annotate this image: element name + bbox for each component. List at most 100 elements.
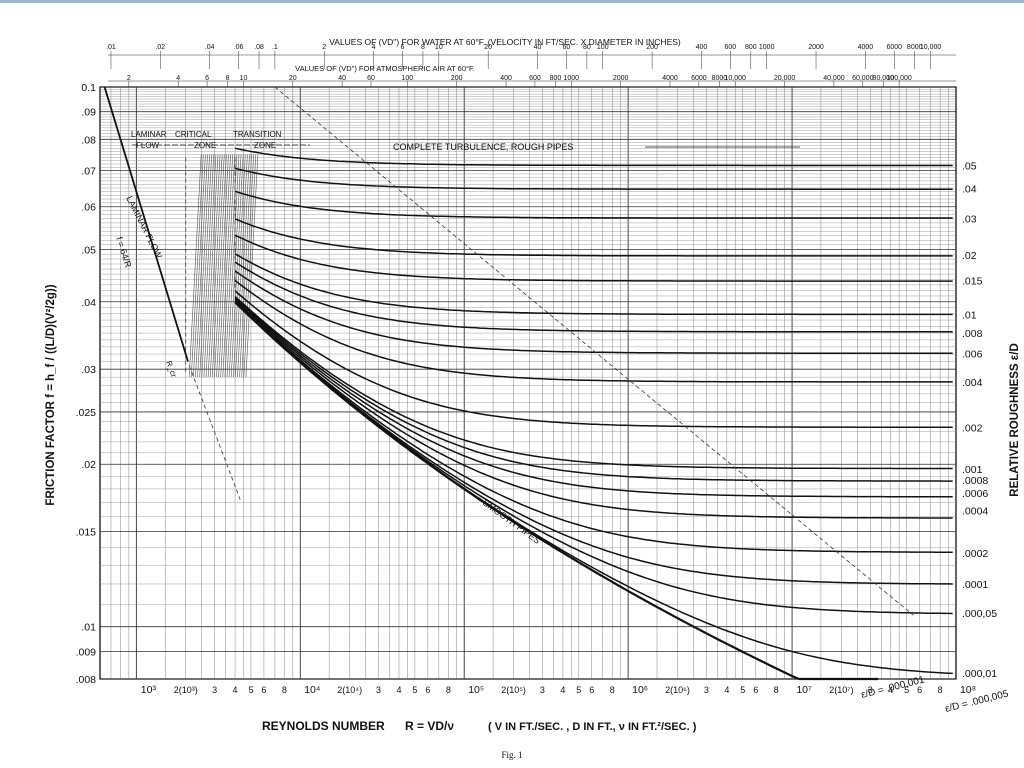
roughness-curve [234, 253, 953, 316]
y-tick-label: .09 [81, 107, 96, 119]
top-air-tick-label: 2000 [613, 75, 629, 82]
roughness-label: .02 [962, 250, 977, 262]
hatch-line [222, 154, 236, 378]
laminar-flow-annotation: LAMINAR FLOW [124, 194, 164, 260]
top-water-tick-label: 4 [372, 44, 376, 51]
roughness-label: .0002 [962, 548, 988, 560]
plot-frame [99, 86, 957, 680]
x-minor-tick-label: 8 [774, 685, 779, 695]
roughness-label: .0004 [962, 506, 988, 518]
top-water-tick-label: 8 [421, 44, 425, 51]
roughness-label: .001 [962, 464, 983, 476]
smooth-pipes-curve [234, 301, 878, 681]
roughness-curve [234, 301, 953, 585]
hatch-line [193, 154, 206, 378]
x-minor-tick-label: 8 [446, 685, 451, 695]
hatch-line [199, 154, 212, 378]
roughness-label: .000,01 [962, 668, 997, 680]
top-air-tick-label: 8000 [712, 75, 728, 82]
laminar-extension-dash [188, 365, 241, 500]
x-minor-tick-label: 3 [868, 685, 873, 695]
roughness-curve [234, 218, 953, 257]
roughness-curve [234, 290, 953, 428]
top-water-tick-label: 20 [484, 44, 492, 51]
hatch-line [190, 154, 204, 378]
x-minor-tick-label: 4 [888, 685, 893, 695]
top-air-tick-label: 10 [240, 75, 248, 82]
x-minor-tick-label: 5 [740, 685, 745, 695]
window-top-bar [0, 0, 1024, 3]
top-air-tick-label: 60,000 [852, 75, 874, 82]
top-water-tick-label: 2000 [808, 44, 824, 51]
top-axis-title-air: VALUES OF (VD") FOR ATMOSPHERIC AIR AT 6… [295, 64, 475, 73]
x-minor-tick-label: 5 [412, 685, 417, 695]
y-tick-label: .015 [76, 527, 97, 539]
roughness-label: .0001 [962, 579, 988, 591]
x-tick-label: 10⁵ [468, 684, 484, 696]
roughness-curve [234, 147, 953, 167]
roughness-curve [234, 190, 953, 219]
x-tick-label: 10³ [141, 684, 157, 696]
top-water-tick-label: 600 [724, 44, 736, 51]
x-minor-tick-label: 2(10³) [174, 685, 198, 695]
roughness-label: .0006 [962, 488, 988, 500]
top-air-tick-label: 4 [176, 75, 180, 82]
hatch-line [220, 154, 233, 378]
top-water-tick-label: 400 [696, 44, 708, 51]
top-axis-title-water: VALUES OF (VD") FOR WATER AT 60°F. (VELO… [329, 37, 681, 47]
top-water-tick-label: 800 [745, 44, 757, 51]
hatch-line [243, 154, 257, 378]
hatch-line [232, 154, 246, 378]
roughness-curve [234, 234, 953, 282]
top-air-tick-label: 4000 [662, 75, 678, 82]
top-air-tick-label: 8 [226, 75, 230, 82]
x-minor-tick-label: 6 [917, 685, 922, 695]
x-tick-label: 10⁴ [304, 684, 320, 696]
top-air-tick-label: 100 [402, 75, 414, 82]
top-water-tick-label: 100 [597, 44, 609, 51]
x-minor-tick-label: 4 [560, 685, 565, 695]
top-water-tick-label: 8000 [907, 44, 923, 51]
hatch-line [203, 154, 217, 378]
top-water-tick-label: 6000 [886, 44, 902, 51]
y-tick-label: .008 [76, 674, 97, 686]
roughness-curve [234, 279, 953, 383]
y-tick-label: .06 [81, 202, 96, 214]
hatch-line [241, 154, 254, 378]
hatch-line [197, 154, 210, 378]
x-minor-tick-label: 5 [576, 685, 581, 695]
x-tick-label: 10⁸ [960, 684, 976, 696]
top-air-tick-label: 6000 [691, 75, 707, 82]
roughness-label: .05 [962, 160, 977, 172]
curve-layer [103, 86, 953, 681]
y-tick-label: .025 [76, 407, 97, 419]
top-air-tick-label: 20 [289, 75, 297, 82]
top-water-tick-label: 4000 [858, 44, 874, 51]
top-air-tick-label: 40,000 [823, 75, 845, 82]
x-minor-tick-label: 8 [610, 685, 615, 695]
x-minor-tick-label: 2(10⁶) [665, 685, 690, 695]
top-water-tick-label: 200 [646, 44, 658, 51]
top-water-tick-label: 2 [322, 44, 326, 51]
top-water-tick-label: .01 [106, 44, 116, 51]
hatch-line [211, 154, 225, 378]
hatch-line [224, 154, 238, 378]
hatch-line [207, 154, 221, 378]
top-air-tick-label: 400 [500, 75, 512, 82]
x-minor-tick-label: 6 [425, 685, 430, 695]
top-water-tick-label: 6 [401, 44, 405, 51]
zone-label-laminar: LAMINAR [131, 130, 167, 139]
top-water-tick-label: 10 [435, 44, 443, 51]
roughness-curve [234, 300, 953, 553]
x-minor-tick-label: 3 [704, 685, 709, 695]
laminar-formula-annotation: f = 64/R [114, 236, 133, 270]
hatch-line [230, 154, 244, 378]
roughness-curve [234, 167, 953, 190]
zone-label-critical-zone: ZONE [194, 141, 216, 150]
top-water-tick-label: 60 [562, 44, 570, 51]
grid-layer [99, 51, 957, 680]
x-tick-label: 10⁷ [796, 684, 812, 696]
smooth-pipes-annotation: SMOOTH PIPES [481, 498, 542, 546]
critical-zone-hatch [188, 154, 259, 378]
